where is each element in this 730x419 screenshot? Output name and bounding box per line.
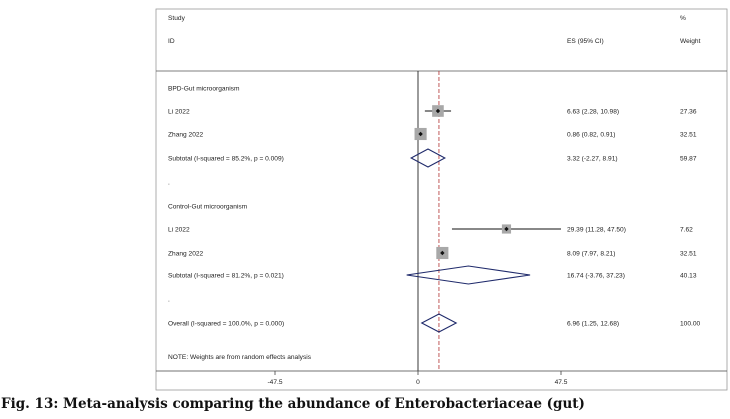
note-text: NOTE: Weights are from random effects an… [168,354,312,361]
overall-diamond [420,313,458,333]
weight-text: 27.36 [680,108,697,115]
weight-text: 100.00 [680,320,701,327]
row-label: Overall (I-squared = 100.0%, p = 0.000) [168,320,284,327]
figure-caption: Fig. 13: Meta-analysis comparing the abu… [1,396,585,412]
x-tick: 47.5 [555,371,568,386]
effect-size-text: 0.86 (0.82, 0.91) [567,131,615,138]
forest-row-subtotal: Subtotal (I-squared = 81.2%, p = 0.021) 1… [168,265,697,285]
weight-text: 59.87 [680,155,697,162]
x-tick-label: 0 [416,379,420,386]
header-es: ES (95% CI) [567,38,604,45]
forest-row-blank: . [168,179,170,186]
header-study: Study [168,15,186,22]
row-label: BPD-Gut microorganism [168,85,240,92]
forest-row-study: Zhang 2022 0.86 (0.82, 0.91) 32.51 [168,127,697,141]
row-label: . [168,179,170,186]
x-tick: -47.5 [267,371,283,386]
x-tick-label: -47.5 [267,379,282,386]
effect-size-text: 8.09 (7.97, 8.21) [567,250,615,257]
subtotal-diamond [409,148,446,168]
header-id: ID [168,38,175,45]
subtotal-diamond [406,265,531,285]
row-label: Subtotal (I-squared = 81.2%, p = 0.021) [168,272,284,279]
x-tick-label: 47.5 [555,379,568,386]
row-label: Control-Gut microorganism [168,203,248,210]
weight-text: 40.13 [680,272,697,279]
header-percent: % [680,15,686,22]
x-tick: 0 [416,371,420,386]
header-weight: Weight [680,38,701,45]
forest-row-study: Li 2022 6.63 (2.28, 10.98) 27.36 [168,105,697,117]
effect-size-text: 6.96 (1.25, 12.68) [567,320,619,327]
effect-size-text: 16.74 (-3.76, 37.23) [567,272,625,279]
point-estimate-marker [435,108,441,114]
forest-plot: Study ID ES (95% CI) % Weight BPD-Gut mi… [155,8,728,391]
effect-size-text: 6.63 (2.28, 10.98) [567,108,619,115]
effect-size-text: 3.32 (-2.27, 8.91) [567,155,618,162]
row-label: Zhang 2022 [168,250,204,257]
row-label: Subtotal (I-squared = 85.2%, p = 0.009) [168,155,284,162]
effect-size-text: 29.39 (11.28, 47.50) [567,226,626,233]
plot-frame [155,8,728,391]
forest-row-study: Li 2022 29.39 (11.28, 47.50) 7.62 [168,224,693,234]
row-label: Li 2022 [168,108,190,115]
row-label: Zhang 2022 [168,131,204,138]
forest-row-group: BPD-Gut microorganism [168,85,240,92]
forest-row-overall: Overall (I-squared = 100.0%, p = 0.000) 6… [168,313,701,333]
row-label: Li 2022 [168,226,190,233]
weight-text: 7.62 [680,226,693,233]
forest-row-group: Control-Gut microorganism [168,203,248,210]
forest-row-subtotal: Subtotal (I-squared = 85.2%, p = 0.009) 3… [168,148,697,168]
forest-row-blank: . [168,296,170,303]
weight-text: 32.51 [680,131,697,138]
row-label: . [168,296,170,303]
point-estimate-marker [418,131,423,137]
forest-row-study: Zhang 2022 8.09 (7.97, 8.21) 32.51 [168,246,697,260]
point-estimate-marker [504,226,509,232]
weight-text: 32.51 [680,250,697,257]
point-estimate-marker [440,250,445,256]
